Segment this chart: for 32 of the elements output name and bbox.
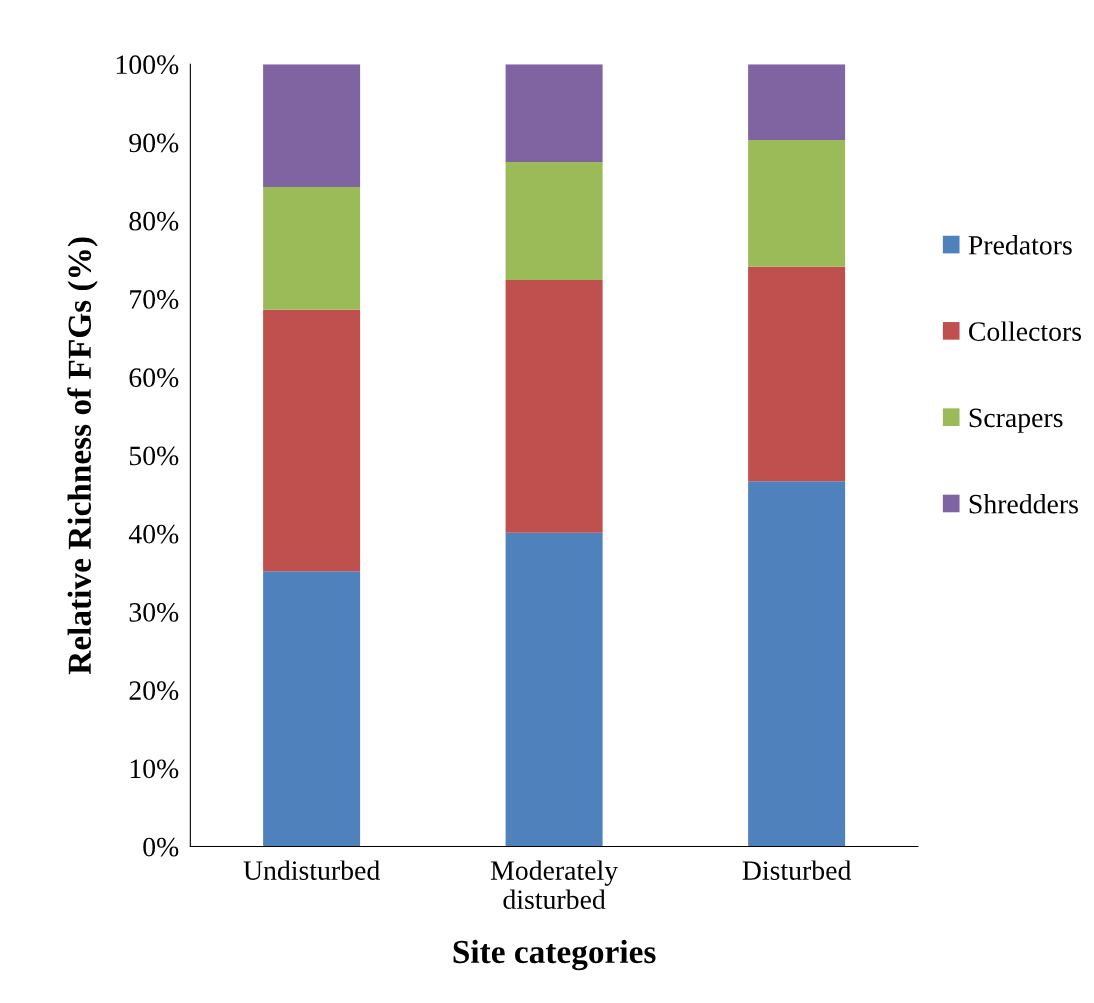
legend-label: Shredders (969, 493, 1078, 514)
legend-label: Collectors (969, 321, 1082, 341)
y-tick-label: 50% (129, 446, 179, 466)
y-tick-label: 0% (143, 837, 179, 857)
legend-label: Predators (968, 235, 1072, 255)
bar (748, 481, 846, 847)
bar (505, 64, 603, 162)
bar (505, 532, 603, 847)
bar (505, 280, 603, 533)
bar (263, 571, 361, 847)
y-tick-label: 40% (128, 524, 179, 544)
y-tick-label: 20% (129, 681, 179, 701)
bar (505, 161, 603, 281)
y-tick-label: 70% (130, 290, 179, 309)
bar (263, 187, 361, 310)
y-tick-label: 10% (130, 759, 179, 779)
x-axis-title: Site categories (453, 939, 656, 971)
x-tick-label: Moderately disturbed (490, 860, 619, 910)
y-tick-label: 30% (129, 603, 179, 622)
legend-label: Scrapers (969, 408, 1063, 433)
y-tick-label: 60% (129, 368, 179, 388)
y-axis-title: Relative Richness of FFGs (%) (67, 237, 98, 675)
bar (748, 266, 846, 482)
bar (748, 140, 846, 267)
x-tick-label: Undisturbed (243, 860, 380, 880)
bar (263, 309, 361, 572)
x-tick-label: Disturbed (742, 860, 852, 880)
bar (263, 64, 361, 188)
y-tick-label: 90% (129, 133, 179, 153)
y-tick-label: 80% (129, 211, 179, 231)
bar (748, 64, 846, 141)
y-tick-label: 100% (116, 55, 179, 75)
